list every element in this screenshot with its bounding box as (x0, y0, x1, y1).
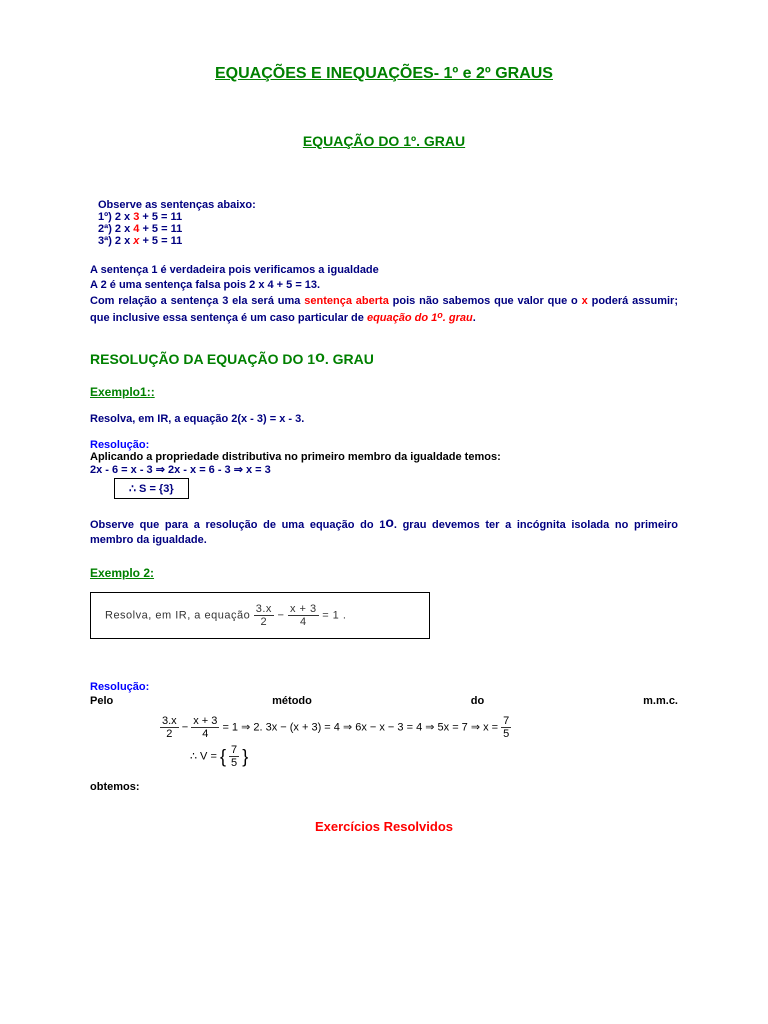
s2a: 2ª) 2 x (98, 223, 133, 235)
eqbox-a: Resolva, em IR, a equação (105, 610, 254, 622)
resolucao-text: Resolução (90, 439, 146, 451)
resolution-title: RESOLUÇÃO DA EQUAÇÃO DO 1o. GRAU (90, 349, 678, 367)
observe-para-2: Observe que para a resolução de uma equa… (90, 513, 678, 549)
main-title: EQUAÇÕES E INEQUAÇÕES- 1º e 2º GRAUS (90, 65, 678, 83)
v-frac: 75 (229, 744, 239, 769)
resolucao-text-2: Resolução (90, 681, 146, 693)
example-1-statement: Resolva, em IR, a equação 2(x - 3) = x -… (90, 413, 678, 425)
sentence-1: 1º) 2 x 3 + 5 = 11 (98, 211, 678, 223)
ml-f2: x + 34 (191, 715, 219, 740)
mmc-row: Pelo método do m.m.c. (90, 695, 678, 707)
resolucao-label-2: Resolução: (90, 681, 678, 693)
f2t: x + 3 (288, 603, 319, 616)
vft: 7 (229, 744, 239, 757)
metodo: método (272, 695, 312, 707)
obs2b: o (385, 514, 394, 530)
right-brace-icon: } (242, 747, 248, 767)
s3c: + 5 = 11 (139, 235, 182, 247)
vline-a: ∴ V = (190, 751, 220, 763)
s2c: + 5 = 11 (139, 223, 182, 235)
eqbox-end: = 1 . (322, 610, 346, 622)
ml-f3: 75 (501, 715, 511, 740)
mlf2t: x + 3 (191, 715, 219, 728)
eqbox-min: − (278, 610, 288, 622)
sentence-3: 3ª) 2 x x + 5 = 11 (98, 235, 678, 247)
section-title: EQUAÇÃO DO 1º. GRAU (90, 133, 678, 149)
f1t: 3.x (254, 603, 274, 616)
do: do (471, 695, 484, 707)
paragraph-explain: A sentença 1 é verdadeira pois verificam… (90, 263, 678, 327)
p3b: sentença aberta (304, 295, 389, 307)
rt-b: o (315, 349, 325, 366)
frac-1: 3.x2 (254, 603, 274, 628)
resolucao-label-1: Resolução: (90, 439, 678, 451)
rt-a: RESOLUÇÃO DA EQUAÇÃO DO 1 (90, 351, 315, 367)
s3a: 3ª) 2 x (98, 235, 133, 247)
document-page: EQUAÇÕES E INEQUAÇÕES- 1º e 2º GRAUS EQU… (0, 0, 768, 1024)
vfb: 5 (229, 757, 239, 769)
ml-f1: 3.x2 (160, 715, 179, 740)
f1b: 2 (254, 616, 274, 628)
solution-box-1: ∴ S = {3} (114, 478, 189, 499)
apply-dist: Aplicando a propriedade distributiva no … (90, 451, 678, 463)
ex1-text: Exemplo1: (90, 385, 151, 399)
pelo: Pelo (90, 695, 113, 707)
s1c: + 5 = 11 (139, 211, 182, 223)
obs2a: Observe que para a resolução de uma equa… (90, 519, 385, 531)
p3c: pois não sabemos que valor que o (389, 295, 582, 307)
mlf1b: 2 (160, 728, 179, 740)
example-1-heading: Exemplo1:: (90, 385, 678, 399)
equation-box: Resolva, em IR, a equação 3.x2 − x + 34 … (90, 592, 430, 639)
exercises-heading: Exercícios Resolvidos (90, 819, 678, 834)
frac-2: x + 34 (288, 603, 319, 628)
obtemos: obtemos: (90, 781, 678, 793)
observe-heading: Observe as sentenças abaixo: (98, 199, 678, 211)
example-2-heading: Exemplo 2: (90, 566, 678, 580)
v-line: ∴ V = { 75 } (190, 744, 678, 769)
ml-min: − (182, 722, 191, 734)
mlf1t: 3.x (160, 715, 179, 728)
mlf3t: 7 (501, 715, 511, 728)
s1a: 1º) 2 x (98, 211, 133, 223)
f2b: 4 (288, 616, 319, 628)
math-derivation: 3.x2 − x + 34 = 1 ⇒ 2. 3x − (x + 3) = 4 … (160, 715, 678, 740)
p3f: equação do 1 (367, 312, 437, 324)
left-brace-icon: { (220, 747, 226, 767)
mlf3b: 5 (501, 728, 511, 740)
mlf2b: 4 (191, 728, 219, 740)
steps-line: 2x - 6 = x - 3 ⇒ 2x - x = 6 - 3 ⇒ x = 3 (90, 463, 678, 476)
mmc: m.m.c. (643, 695, 678, 707)
ml-rest: = 1 ⇒ 2. 3x − (x + 3) = 4 ⇒ 6x − x − 3 =… (222, 722, 501, 734)
p1: A sentença 1 é verdadeira pois verificam… (90, 264, 379, 276)
sentence-2: 2ª) 2 x 4 + 5 = 11 (98, 223, 678, 235)
rt-c: . GRAU (325, 351, 374, 367)
p3h: . grau (443, 312, 473, 324)
p2: A 2 é uma sentença falsa pois 2 x 4 + 5 … (90, 279, 320, 291)
p3a: Com relação a sentença 3 ela será uma (90, 295, 304, 307)
